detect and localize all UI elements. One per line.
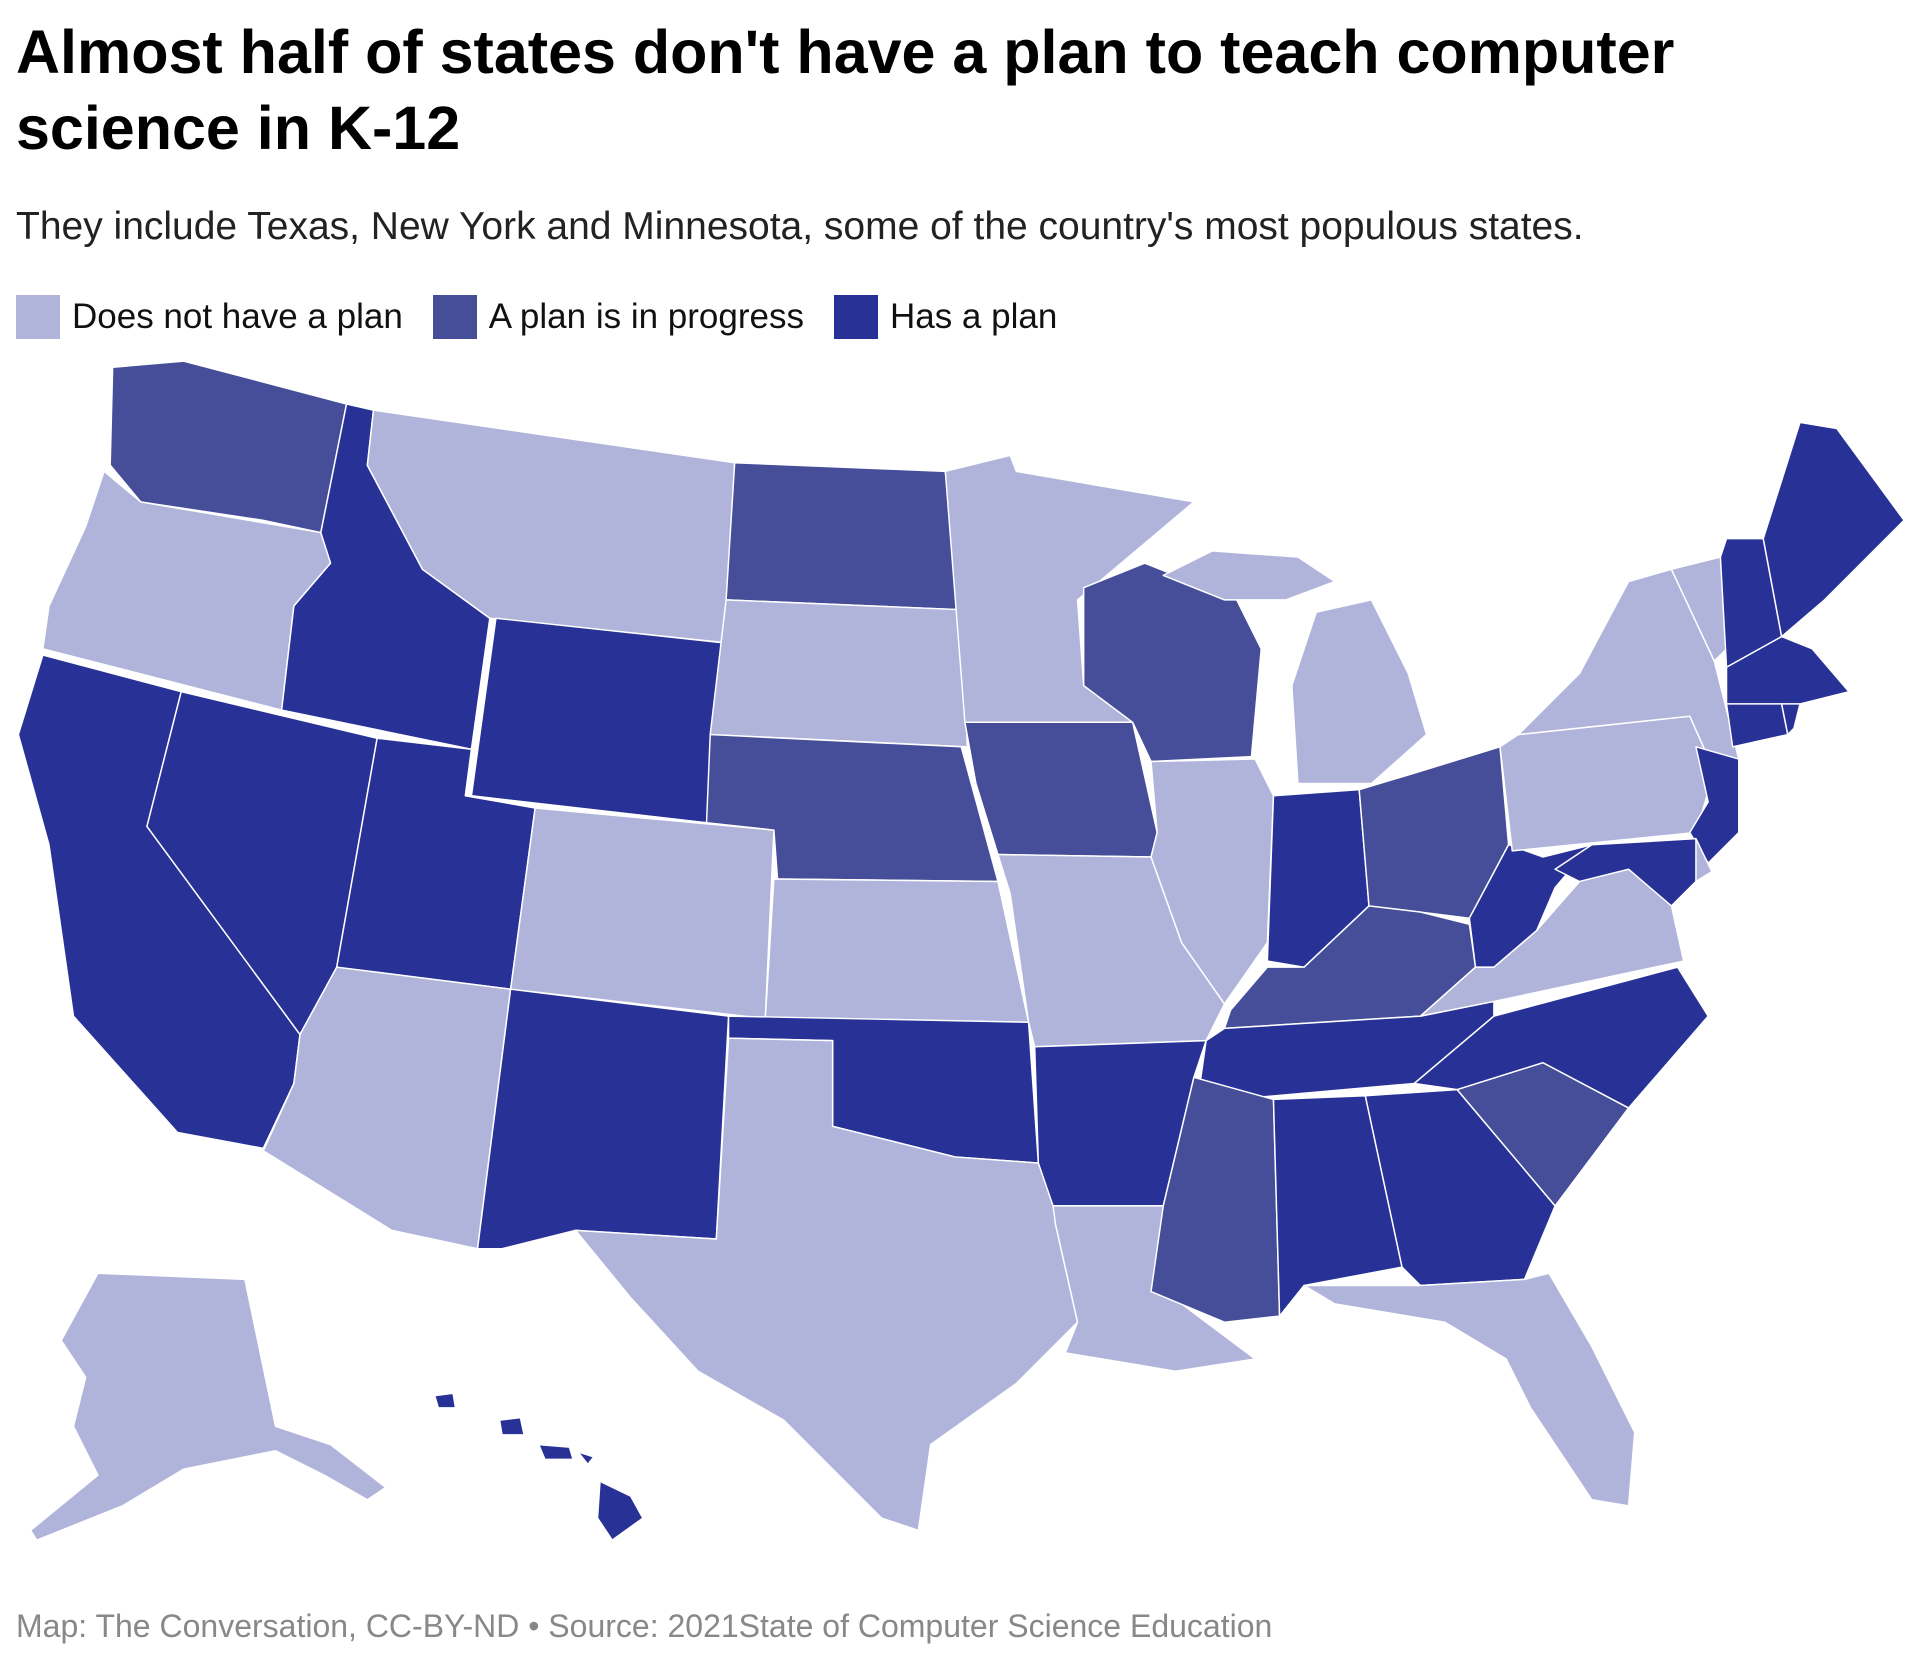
state-co [509,807,775,1020]
state-wy [470,617,724,824]
state-shape [509,807,775,1020]
legend-swatch-none [16,295,60,339]
state-shape [538,1443,574,1461]
legend-label: A plan is in progress [488,297,804,336]
state-shape [1303,1272,1636,1507]
state-shape [1272,1094,1403,1317]
source-footer: Map: The Conversation, CC-BY-ND • Source… [16,1608,1273,1644]
state-ri [1780,703,1801,736]
state-me [1762,421,1905,638]
state-al [1272,1094,1403,1317]
state-hi [433,1392,644,1541]
state-md [1554,837,1697,907]
state-sd [709,599,969,748]
state-shape [1517,568,1740,773]
state-shape [596,1480,644,1541]
chart-subtitle: They include Texas, New York and Minneso… [16,205,1584,248]
state-shape [476,988,730,1250]
legend-swatch-progress [432,295,477,339]
state-shape [1162,550,1336,601]
state-nd [725,462,962,611]
state-shape [964,721,1158,858]
state-shape [764,878,1030,1023]
state-nm [476,988,730,1250]
legend-swatch-plan [833,295,878,339]
state-shape [29,1272,387,1541]
state-ny [1517,568,1740,773]
state-shape [725,462,962,611]
state-shape [109,360,348,534]
legend-item-plan: Has a plan [833,295,1058,339]
state-ks [764,878,1030,1023]
state-shape [1554,837,1697,907]
state-pa [1499,715,1716,852]
state-shape [709,599,969,748]
state-shape [1762,421,1905,638]
state-shape [498,1416,525,1436]
state-shape [1499,715,1716,852]
state-mi [1162,550,1428,785]
state-shape [433,1392,457,1409]
legend-item-none: Does not have a plan [16,295,403,339]
state-shape [577,1451,595,1465]
state-shape [1291,599,1428,785]
state-fl [1303,1272,1636,1507]
state-shape [574,1037,1079,1532]
state-tx [574,1037,1079,1532]
state-wa [109,360,348,534]
state-shape [1150,758,1275,1005]
state-nc [1413,966,1709,1109]
state-ak [29,1272,387,1541]
state-ia [964,721,1158,858]
legend: Does not have a plan A plan is in progre… [16,295,1087,339]
state-shape [1780,703,1801,736]
state-shape [1413,966,1709,1109]
state-il [1150,758,1275,1005]
legend-label: Has a plan [889,297,1058,336]
legend-label: Does not have a plan [72,297,403,336]
chart-title: Almost half of states don't have a plan … [16,18,1675,162]
legend-item-progress: A plan is in progress [432,295,804,339]
state-ct [1725,703,1789,748]
state-shape [1725,703,1789,748]
state-shape [470,617,724,824]
